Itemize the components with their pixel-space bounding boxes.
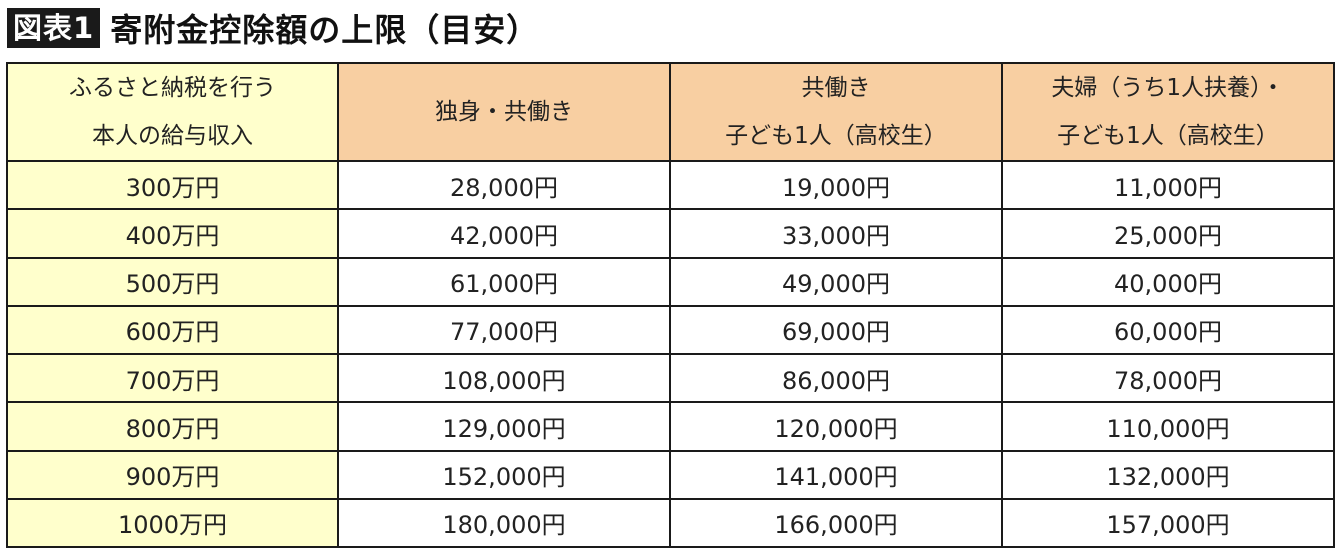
header-row: ふるさと納税を行う 本人の給与収入 独身・共働き 共働き 子ども1人（高校生） … (6, 62, 1335, 162)
single-limit-cell: 61,000円 (337, 256, 671, 307)
figure-title-row: 図表1 寄附金控除額の上限（目安） (0, 0, 1340, 56)
table-row: 300万円 28,000円 19,000円 11,000円 (6, 159, 1335, 211)
income-cell: 800万円 (6, 401, 339, 452)
single-limit-cell: 152,000円 (337, 449, 671, 500)
dual-child-limit-cell: 120,000円 (669, 401, 1003, 452)
single-limit-cell: 108,000円 (337, 352, 671, 404)
table-row: 500万円 61,000円 49,000円 40,000円 (6, 256, 1335, 307)
header-income-line-2: 本人の給与収入 (92, 123, 253, 149)
income-cell: 1000万円 (6, 497, 339, 549)
dual-child-limit-cell: 19,000円 (669, 159, 1003, 211)
table-row: 700万円 108,000円 86,000円 78,000円 (6, 352, 1335, 404)
single-limit-cell: 42,000円 (337, 208, 671, 259)
table-row: 1000万円 180,000円 166,000円 157,000円 (6, 497, 1335, 549)
income-cell: 900万円 (6, 449, 339, 500)
dual-child-limit-cell: 33,000円 (669, 208, 1003, 259)
figure-badge: 図表1 (7, 8, 101, 48)
figure-title: 寄附金控除額の上限（目安） (110, 11, 540, 49)
table-row: 400万円 42,000円 33,000円 25,000円 (6, 208, 1335, 259)
couple-child-limit-cell: 110,000円 (1001, 401, 1335, 452)
header-single: 独身・共働き (337, 62, 671, 162)
table-row: 800万円 129,000円 120,000円 110,000円 (6, 401, 1335, 452)
dual-child-limit-cell: 49,000円 (669, 256, 1003, 307)
single-limit-cell: 28,000円 (337, 159, 671, 211)
table-row: 600万円 77,000円 69,000円 60,000円 (6, 304, 1335, 356)
dual-child-limit-cell: 86,000円 (669, 352, 1003, 404)
header-couple-line-1: 夫婦（うち1人扶養）・ (1051, 75, 1285, 101)
header-dual-line-1: 共働き (801, 75, 871, 101)
table-row: 900万円 152,000円 141,000円 132,000円 (6, 449, 1335, 500)
couple-child-limit-cell: 25,000円 (1001, 208, 1335, 259)
income-cell: 500万円 (6, 256, 339, 307)
header-dual-income-child: 共働き 子ども1人（高校生） (669, 62, 1003, 162)
couple-child-limit-cell: 78,000円 (1001, 352, 1335, 404)
deduction-limit-table: ふるさと納税を行う 本人の給与収入 独身・共働き 共働き 子ども1人（高校生） … (6, 62, 1335, 549)
income-cell: 600万円 (6, 304, 339, 356)
dual-child-limit-cell: 141,000円 (669, 449, 1003, 500)
couple-child-limit-cell: 60,000円 (1001, 304, 1335, 356)
header-income-line-1: ふるさと納税を行う (69, 75, 276, 101)
income-cell: 700万円 (6, 352, 339, 404)
income-cell: 400万円 (6, 208, 339, 259)
single-limit-cell: 129,000円 (337, 401, 671, 452)
header-couple-line-2: 子ども1人（高校生） (1057, 123, 1279, 149)
header-single-line-1: 独身・共働き (435, 99, 573, 125)
single-limit-cell: 180,000円 (337, 497, 671, 549)
header-dual-line-2: 子ども1人（高校生） (725, 123, 947, 149)
couple-child-limit-cell: 157,000円 (1001, 497, 1335, 549)
header-income: ふるさと納税を行う 本人の給与収入 (6, 62, 339, 162)
header-couple-dependent-child: 夫婦（うち1人扶養）・ 子ども1人（高校生） (1001, 62, 1335, 162)
couple-child-limit-cell: 11,000円 (1001, 159, 1335, 211)
couple-child-limit-cell: 40,000円 (1001, 256, 1335, 307)
single-limit-cell: 77,000円 (337, 304, 671, 356)
dual-child-limit-cell: 166,000円 (669, 497, 1003, 549)
income-cell: 300万円 (6, 159, 339, 211)
couple-child-limit-cell: 132,000円 (1001, 449, 1335, 500)
dual-child-limit-cell: 69,000円 (669, 304, 1003, 356)
